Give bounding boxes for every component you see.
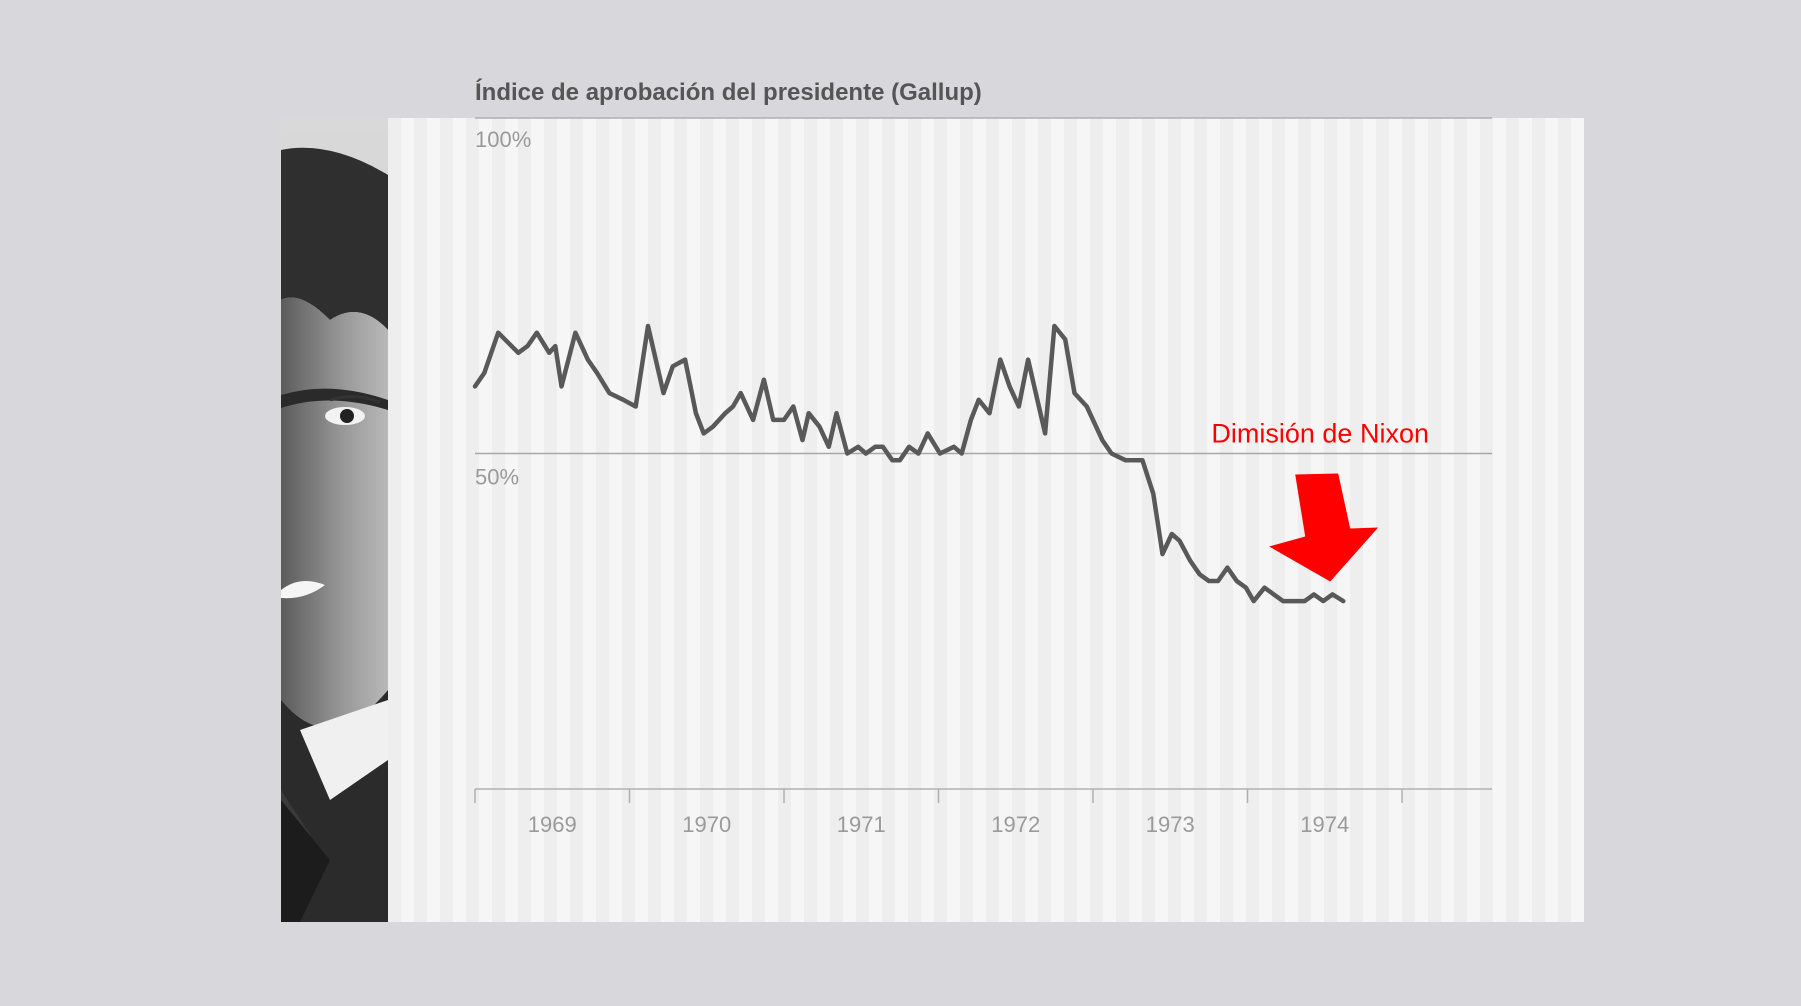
panel-stripe — [557, 118, 570, 922]
panel-stripe — [1233, 118, 1246, 922]
panel-stripe — [531, 118, 544, 922]
panel-stripe — [791, 118, 804, 922]
panel-stripe — [1077, 118, 1090, 922]
panel-stripe — [1259, 118, 1272, 922]
panel-stripe — [713, 118, 726, 922]
panel-stripe — [1129, 118, 1142, 922]
panel-stripe — [1155, 118, 1168, 922]
panel-stripe — [1571, 118, 1584, 922]
annotation-arrow-icon — [1269, 473, 1379, 582]
panel-stripe — [609, 118, 622, 922]
x-tick-label-1969: 1969 — [528, 812, 577, 837]
x-tick-label-1970: 1970 — [682, 812, 731, 837]
portrait-photo — [281, 118, 388, 922]
panel-stripe — [479, 118, 492, 922]
panel-stripe — [635, 118, 648, 922]
panel-stripe — [843, 118, 856, 922]
panel-stripe — [401, 118, 414, 922]
approval-series-line — [472, 323, 1346, 604]
panel-stripes — [401, 118, 1584, 922]
y-tick-label-50: 50% — [475, 465, 519, 490]
panel-stripe — [1467, 118, 1480, 922]
panel-stripe — [1545, 118, 1558, 922]
panel-stripe — [453, 118, 466, 922]
panel-stripe — [1389, 118, 1402, 922]
panel-stripe — [921, 118, 934, 922]
panel-stripe — [505, 118, 518, 922]
panel-stripe — [687, 118, 700, 922]
panel-stripe — [1181, 118, 1194, 922]
panel-stripe — [661, 118, 674, 922]
x-tick-label-1974: 1974 — [1300, 812, 1349, 837]
panel-stripe — [427, 118, 440, 922]
panel-stripe — [869, 118, 882, 922]
panel-stripe — [1103, 118, 1116, 922]
x-ticks — [474, 789, 1403, 803]
panel-stripe — [739, 118, 752, 922]
panel-stripe — [973, 118, 986, 922]
x-tick-label-1973: 1973 — [1146, 812, 1195, 837]
chart-title: Índice de aprobación del presidente (Gal… — [475, 78, 982, 106]
panel-stripe — [895, 118, 908, 922]
y-tick-label-100: 100% — [475, 127, 531, 152]
panel-stripe — [1441, 118, 1454, 922]
panel-stripe — [999, 118, 1012, 922]
panel-stripe — [1363, 118, 1376, 922]
panel-stripe — [765, 118, 778, 922]
panel-stripe — [1051, 118, 1064, 922]
x-tick-label-1971: 1971 — [837, 812, 886, 837]
panel-stripe — [817, 118, 830, 922]
panel-stripe — [1285, 118, 1298, 922]
panel-stripe — [583, 118, 596, 922]
x-tick-labels: 1969 1970 1971 1972 1973 1974 — [528, 812, 1349, 837]
panel-stripe — [1207, 118, 1220, 922]
panel-stripe — [1493, 118, 1506, 922]
panel-stripe — [947, 118, 960, 922]
panel-stripe — [1415, 118, 1428, 922]
panel-stripe — [1519, 118, 1532, 922]
panel-stripe — [1025, 118, 1038, 922]
annotation-label: Dimisión de Nixon — [1211, 419, 1429, 449]
x-tick-label-1972: 1972 — [991, 812, 1040, 837]
